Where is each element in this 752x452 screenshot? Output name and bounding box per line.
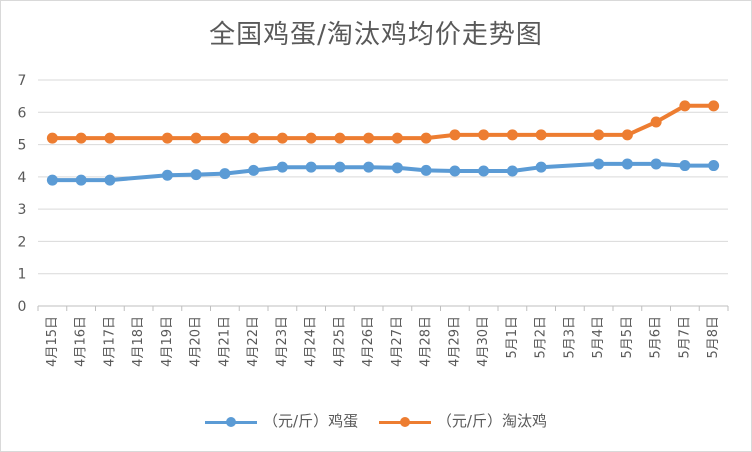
x-tick-label: 4月30日	[476, 316, 491, 367]
data-point-1	[679, 100, 691, 112]
x-tick-label: 4月22日	[246, 316, 261, 367]
x-tick-label: 4月23日	[275, 316, 290, 367]
x-tick-label: 5月7日	[677, 316, 692, 359]
data-point-0	[621, 158, 633, 170]
legend-item-egg: （元/斤）鸡蛋	[205, 410, 358, 431]
y-tick-label: 5	[18, 138, 27, 154]
x-tick-label: 4月29日	[447, 316, 462, 367]
data-point-0	[391, 162, 403, 174]
data-point-0	[420, 164, 432, 176]
data-point-0	[305, 161, 317, 173]
data-point-1	[334, 132, 346, 144]
data-point-0	[679, 160, 691, 172]
data-point-0	[276, 161, 288, 173]
data-point-0	[190, 169, 202, 181]
data-point-0	[708, 160, 720, 172]
data-point-1	[535, 129, 547, 141]
x-tick-label: 4月17日	[102, 316, 117, 367]
data-point-1	[621, 129, 633, 141]
series-line-1	[50, 103, 716, 141]
x-tick-label: 5月1日	[505, 316, 520, 359]
legend-swatch-culled-hen	[378, 415, 431, 429]
data-point-1	[449, 129, 461, 141]
x-tick-label: 4月26日	[361, 316, 376, 367]
y-tick-label: 6	[18, 105, 27, 121]
legend-item-culled-hen: （元/斤）淘汰鸡	[378, 410, 547, 431]
data-point-1	[219, 132, 231, 144]
data-point-1	[248, 132, 260, 144]
x-tick-label: 4月15日	[45, 316, 60, 367]
x-tick-label: 5月3日	[562, 316, 577, 359]
y-tick-label: 4	[18, 170, 27, 186]
data-point-0	[46, 174, 58, 186]
data-point-1	[650, 116, 662, 128]
x-tick-label: 4月18日	[131, 316, 146, 367]
y-tick-label: 3	[18, 202, 27, 218]
data-point-0	[219, 168, 231, 180]
data-point-1	[305, 132, 317, 144]
data-point-1	[46, 132, 58, 144]
y-tick-label: 1	[18, 267, 27, 283]
legend-label-culled-hen: （元/斤）淘汰鸡	[436, 412, 547, 430]
data-point-1	[391, 132, 403, 144]
data-point-0	[593, 158, 605, 170]
x-tick-label: 4月24日	[304, 316, 319, 367]
x-tick-label: 5月8日	[706, 316, 721, 359]
x-tick-label: 5月6日	[649, 316, 664, 359]
x-tick-label: 4月16日	[74, 316, 89, 367]
data-point-1	[276, 132, 288, 144]
data-point-1	[190, 132, 202, 144]
y-tick-label: 2	[18, 234, 27, 250]
data-point-1	[161, 132, 173, 144]
data-point-1	[420, 132, 432, 144]
data-point-0	[650, 158, 662, 170]
data-point-1	[593, 129, 605, 141]
data-point-0	[506, 165, 518, 177]
data-point-0	[334, 161, 346, 173]
data-point-1	[708, 100, 720, 112]
data-point-0	[161, 169, 173, 181]
x-tick-label: 4月20日	[189, 316, 204, 367]
data-point-0	[535, 161, 547, 173]
data-point-0	[478, 165, 490, 177]
data-point-0	[248, 164, 260, 176]
data-point-0	[75, 174, 87, 186]
legend-swatch-egg	[205, 415, 258, 429]
x-tick-label: 4月19日	[160, 316, 175, 367]
data-point-0	[363, 161, 375, 173]
y-tick-label: 7	[18, 73, 27, 89]
chart-title: 全国鸡蛋/淘汰鸡均价走势图	[209, 20, 543, 50]
data-point-1	[506, 129, 518, 141]
x-tick-label: 4月28日	[419, 316, 434, 367]
data-point-1	[478, 129, 490, 141]
x-tick-label: 5月4日	[591, 316, 606, 359]
x-tick-label: 4月25日	[332, 316, 347, 367]
data-point-1	[75, 132, 87, 144]
y-tick-label: 0	[18, 299, 27, 315]
data-point-1	[363, 132, 375, 144]
data-point-1	[104, 132, 116, 144]
data-point-0	[104, 174, 116, 186]
x-tick-label: 5月2日	[534, 316, 549, 359]
series-line-0	[50, 161, 716, 183]
legend-label-egg: （元/斤）鸡蛋	[263, 412, 359, 430]
x-tick-label: 5月5日	[620, 316, 635, 359]
x-tick-label: 4月27日	[390, 316, 405, 367]
x-tick-label: 4月21日	[217, 316, 232, 367]
data-point-0	[449, 165, 461, 177]
chart-legend: （元/斤）鸡蛋 （元/斤）淘汰鸡	[0, 410, 752, 431]
